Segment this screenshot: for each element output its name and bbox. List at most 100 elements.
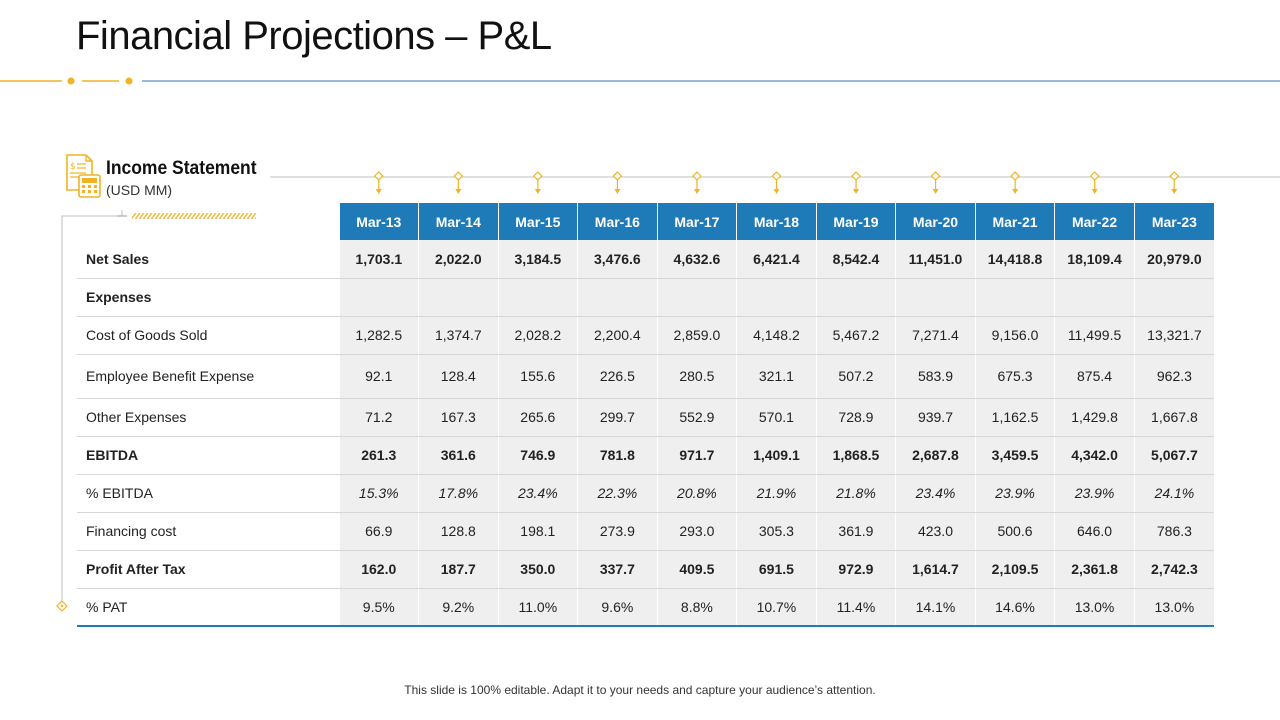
table-cell: 3,476.6 — [577, 240, 658, 279]
table-cell: 3,184.5 — [497, 240, 578, 279]
pin-marker-icon — [771, 171, 782, 194]
page-title: Financial Projections – P&L — [76, 14, 552, 58]
table-cell: 14.1% — [895, 588, 976, 627]
table-cell: 261.3 — [338, 436, 419, 475]
table-cell: 187.7 — [418, 550, 499, 589]
table-cell: 2,200.4 — [577, 316, 658, 355]
column-header: Mar-19 — [815, 203, 896, 240]
column-header: Mar-14 — [418, 203, 499, 240]
table-cell: 423.0 — [895, 512, 976, 551]
table-cell: 1,868.5 — [815, 436, 896, 475]
pin-marker-icon — [56, 600, 68, 612]
table-cell: 66.9 — [338, 512, 419, 551]
table-cell: 9.2% — [418, 588, 499, 627]
row-label: % PAT — [77, 588, 339, 627]
table-cell: 11.4% — [815, 588, 896, 627]
pin-marker-icon — [1169, 171, 1180, 194]
table-cell: 1,374.7 — [418, 316, 499, 355]
table-cell: 1,429.8 — [1054, 398, 1135, 437]
table-cell: 583.9 — [895, 354, 976, 399]
table-cell: 23.4% — [895, 474, 976, 513]
table-cell: 971.7 — [656, 436, 737, 475]
table-cell: 167.3 — [418, 398, 499, 437]
table-row: Financing cost 66.9 128.8 198.1 273.9 293.0 30… — [77, 512, 1214, 551]
table-row: % PAT 9.5% 9.2% 11.0% 9.6% 8.8% 10.7% 11.4% 14.1… — [77, 588, 1214, 627]
table-cell: 273.9 — [577, 512, 658, 551]
table-row: Profit After Tax 162.0 187.7 350.0 337.7 409.… — [77, 550, 1214, 589]
document-calculator-icon: $ — [66, 154, 101, 198]
table-cell: 9.5% — [338, 588, 419, 627]
row-label: Profit After Tax — [77, 550, 339, 589]
svg-text:$: $ — [70, 162, 76, 172]
table-cell: 646.0 — [1054, 512, 1135, 551]
pin-marker-icon — [692, 171, 702, 194]
table-cell: 11.0% — [497, 588, 578, 627]
table-cell: 972.9 — [815, 550, 896, 589]
table-cell: 3,459.5 — [974, 436, 1055, 475]
table-cell — [895, 278, 976, 317]
table-cell: 409.5 — [656, 550, 737, 589]
table-cell: 198.1 — [497, 512, 578, 551]
table-cell: 299.7 — [577, 398, 658, 437]
table-cell: 337.7 — [577, 550, 658, 589]
table-row: Net Sales 1,703.1 2,022.0 3,184.5 3,476.6 4,6… — [77, 240, 1214, 279]
table-cell: 22.3% — [577, 474, 658, 513]
row-label: Cost of Goods Sold — [77, 316, 339, 355]
pin-marker-icon — [533, 171, 543, 194]
table-cell: 23.4% — [497, 474, 578, 513]
row-label: Expenses — [77, 278, 339, 317]
table-cell: 507.2 — [815, 354, 896, 399]
table-cell: 305.3 — [736, 512, 817, 551]
table-cell: 875.4 — [1054, 354, 1135, 399]
table-cell: 293.0 — [656, 512, 737, 551]
column-header: Mar-20 — [895, 203, 976, 240]
table-cell: 500.6 — [974, 512, 1055, 551]
table-cell: 128.8 — [418, 512, 499, 551]
row-label: % EBITDA — [77, 474, 339, 513]
rule-dot — [125, 77, 133, 85]
table-cell: 7,271.4 — [895, 316, 976, 355]
table-cell: 20.8% — [656, 474, 737, 513]
table-cell: 14.6% — [974, 588, 1055, 627]
column-header: Mar-15 — [497, 203, 578, 240]
table-cell: 675.3 — [974, 354, 1055, 399]
table-cell: 1,703.1 — [338, 240, 419, 279]
table-cell — [338, 278, 419, 317]
table-cell: 280.5 — [656, 354, 737, 399]
table-cell: 23.9% — [1054, 474, 1135, 513]
table-cell — [497, 278, 578, 317]
table-row: Employee Benefit Expense 92.1 128.4 155.6 22… — [77, 354, 1214, 399]
table-cell: 939.7 — [895, 398, 976, 437]
table-cell — [736, 278, 817, 317]
table-cell: 13.0% — [1054, 588, 1135, 627]
table-cell — [656, 278, 737, 317]
column-header: Mar-23 — [1133, 203, 1214, 240]
table-cell: 691.5 — [736, 550, 817, 589]
table-cell: 13,321.7 — [1133, 316, 1214, 355]
table-cell: 2,361.8 — [1054, 550, 1135, 589]
table-cell: 4,148.2 — [736, 316, 817, 355]
income-statement-title: Income Statement — [106, 158, 257, 179]
table-cell: 18,109.4 — [1054, 240, 1135, 279]
column-header: Mar-22 — [1054, 203, 1135, 240]
table-cell: 2,022.0 — [418, 240, 499, 279]
table-cell: 15.3% — [338, 474, 419, 513]
table-cell: 1,667.8 — [1133, 398, 1214, 437]
table-cell: 321.1 — [736, 354, 817, 399]
table-cell: 781.8 — [577, 436, 658, 475]
table-cell: 8,542.4 — [815, 240, 896, 279]
table-cell: 2,859.0 — [656, 316, 737, 355]
table-cell — [1054, 278, 1135, 317]
table-cell: 155.6 — [497, 354, 578, 399]
table-cell: 5,067.7 — [1133, 436, 1214, 475]
table-cell: 2,687.8 — [895, 436, 976, 475]
table-cell: 962.3 — [1133, 354, 1214, 399]
table-cell: 1,409.1 — [736, 436, 817, 475]
table-cell: 162.0 — [338, 550, 419, 589]
table-cell: 23.9% — [974, 474, 1055, 513]
table-cell: 786.3 — [1133, 512, 1214, 551]
table-cell — [974, 278, 1055, 317]
table-cell: 226.5 — [577, 354, 658, 399]
row-label: EBITDA — [77, 436, 339, 475]
header-corner — [77, 203, 339, 240]
